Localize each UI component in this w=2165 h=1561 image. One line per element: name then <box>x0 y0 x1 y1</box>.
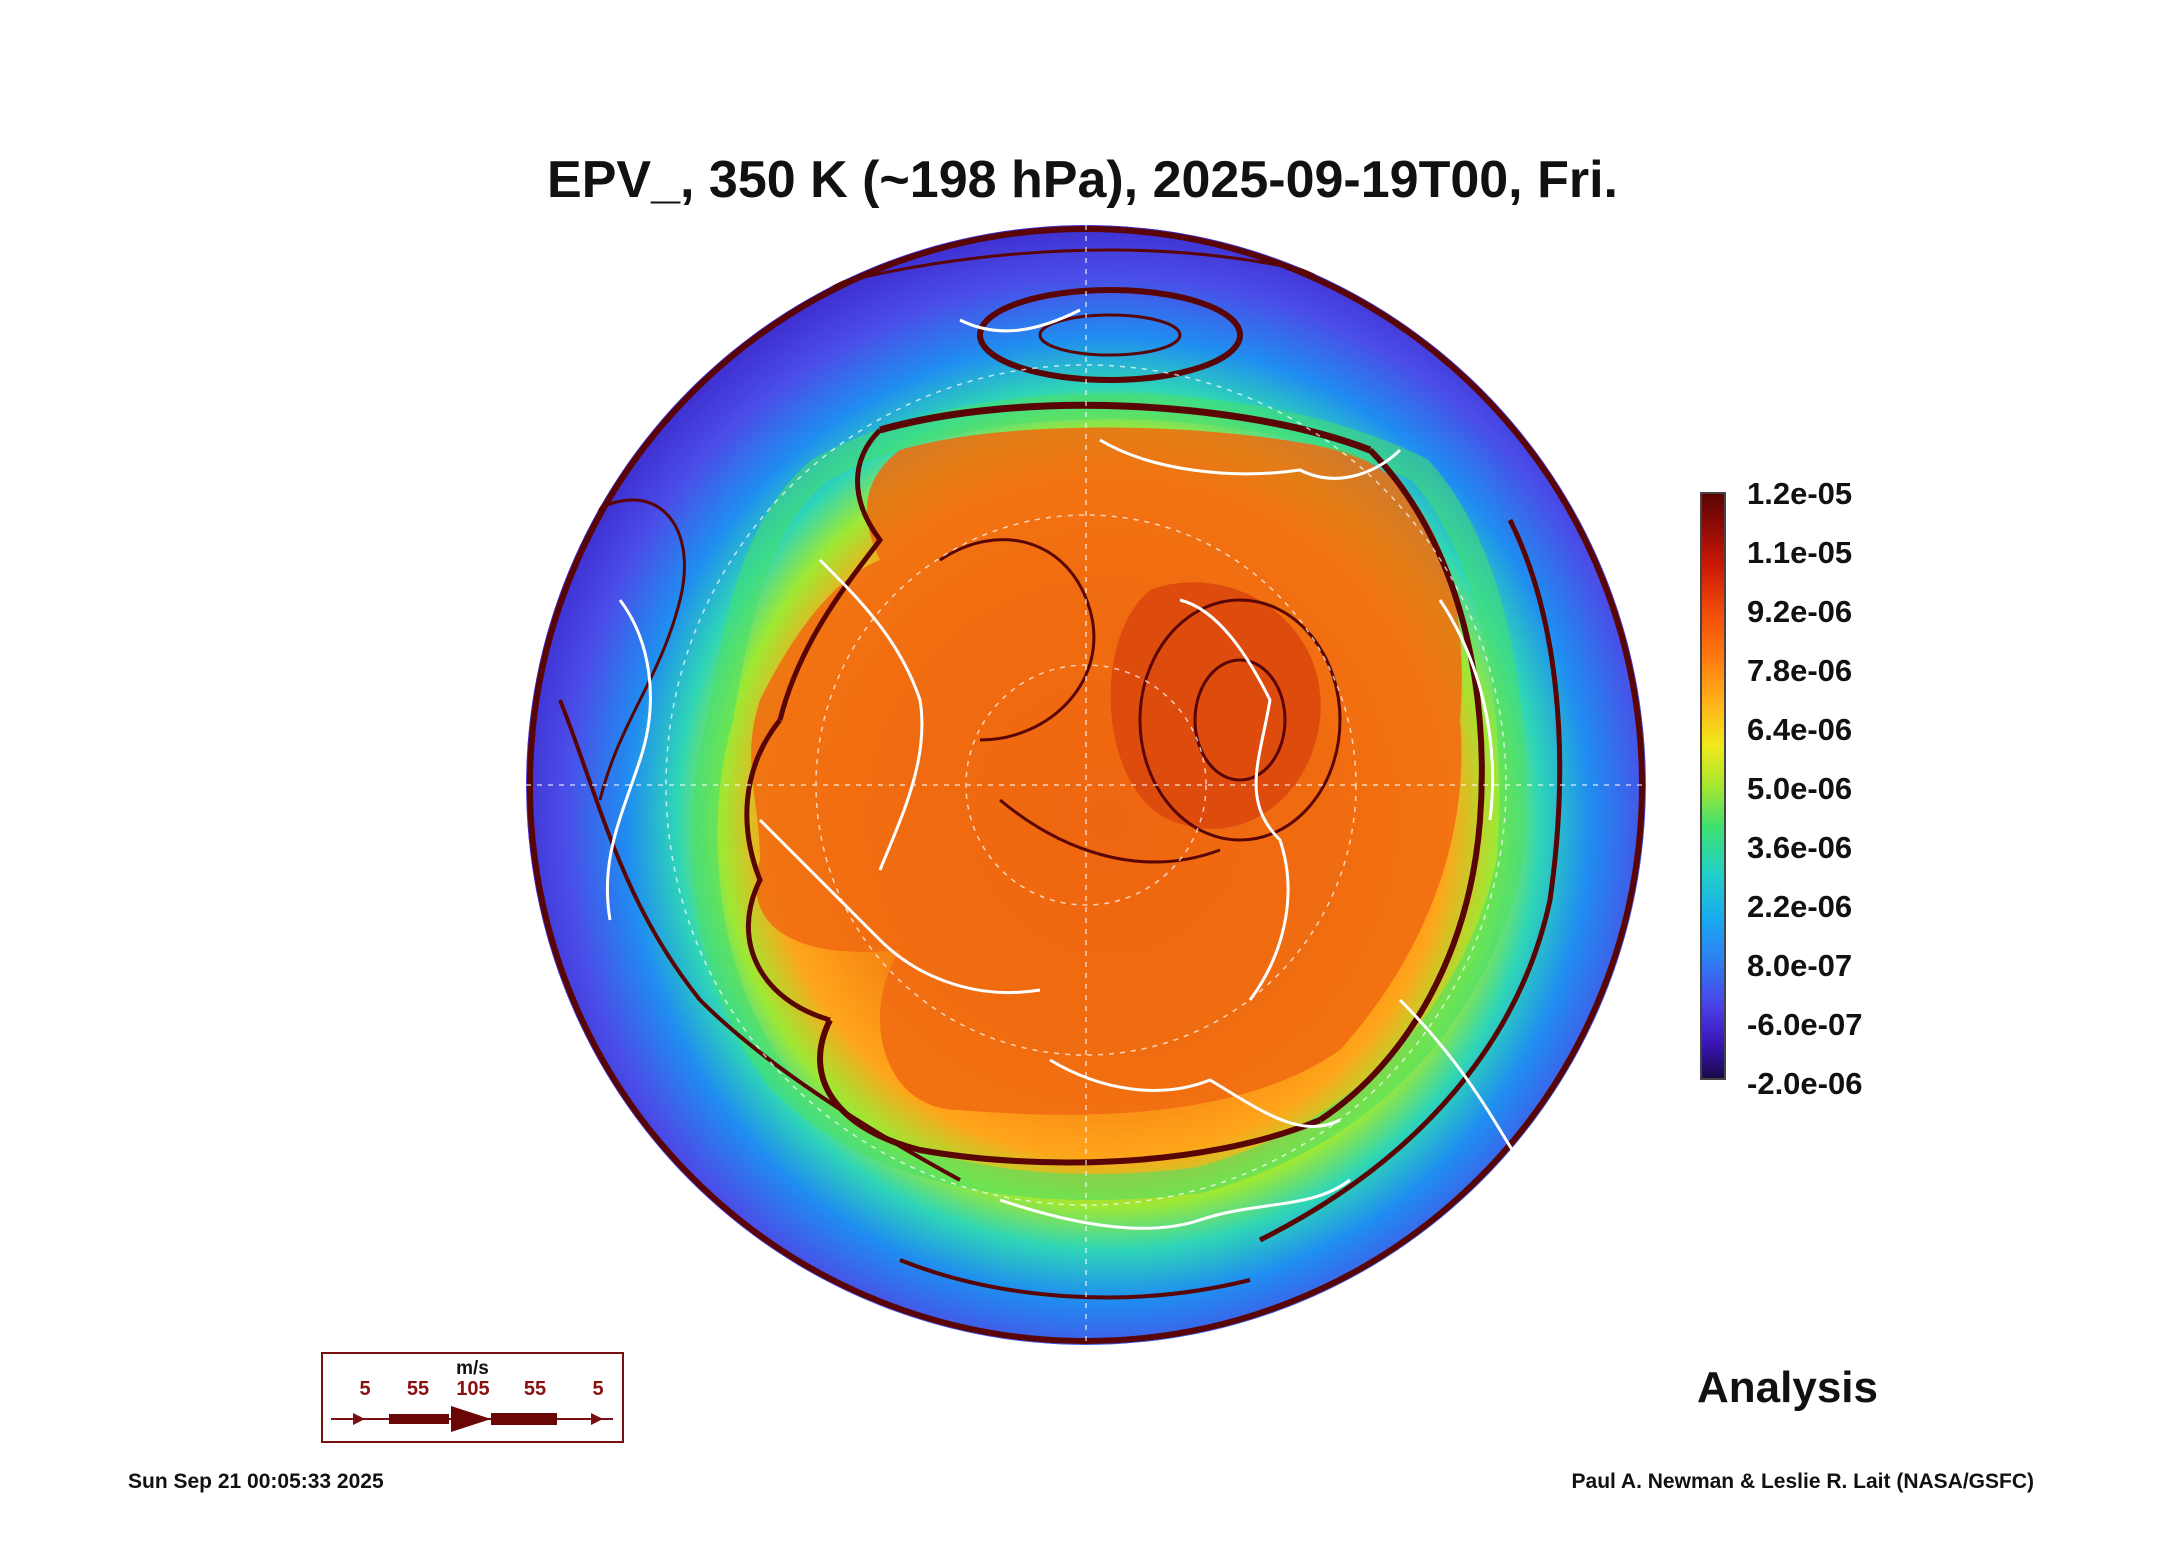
analysis-label: Analysis <box>1697 1363 1878 1412</box>
colorbar-tick-label: 1.2e-05 <box>1747 476 1853 511</box>
colorbar-tick-label: 1.1e-05 <box>1747 535 1853 570</box>
wind-speed-legend: m/s 5 55 105 55 5 <box>321 1352 624 1443</box>
colorbar <box>1700 492 1726 1080</box>
wind-legend-tick: 55 <box>406 1378 430 1400</box>
colorbar-tick-label: 5.0e-06 <box>1747 771 1853 806</box>
globe <box>526 225 1646 1345</box>
colorbar-tick-label: -6.0e-07 <box>1747 1007 1863 1042</box>
generation-timestamp: Sun Sep 21 00:05:33 2025 <box>128 1470 384 1493</box>
wind-legend-tick: 5 <box>359 1378 371 1400</box>
colorbar-tick-label: 7.8e-06 <box>1747 653 1853 688</box>
wind-legend-tick: 5 <box>592 1378 604 1400</box>
colorbar-tick-label: 9.2e-06 <box>1747 594 1853 629</box>
wind-arrow-icon <box>331 1406 613 1432</box>
graticule <box>526 225 1646 1345</box>
credit-line: Paul A. Newman & Leslie R. Lait (NASA/GS… <box>1571 1470 2034 1493</box>
colorbar-tick-label: 6.4e-06 <box>1747 712 1853 747</box>
plot-title: EPV_, 350 K (~198 hPa), 2025-09-19T00, F… <box>547 151 1618 209</box>
colorbar-tick-label: 3.6e-06 <box>1747 830 1853 865</box>
wind-legend-tick: 105 <box>456 1378 490 1400</box>
coastlines <box>605 308 1592 1252</box>
colorbar-tick-label: -2.0e-06 <box>1747 1066 1863 1101</box>
high-pv-region <box>751 427 1462 1115</box>
colorbar-tick-label: 8.0e-07 <box>1747 948 1853 983</box>
wind-legend-tick: 55 <box>523 1378 547 1400</box>
wind-legend-unit: m/s <box>456 1358 489 1379</box>
colorbar-tick-label: 2.2e-06 <box>1747 889 1853 924</box>
